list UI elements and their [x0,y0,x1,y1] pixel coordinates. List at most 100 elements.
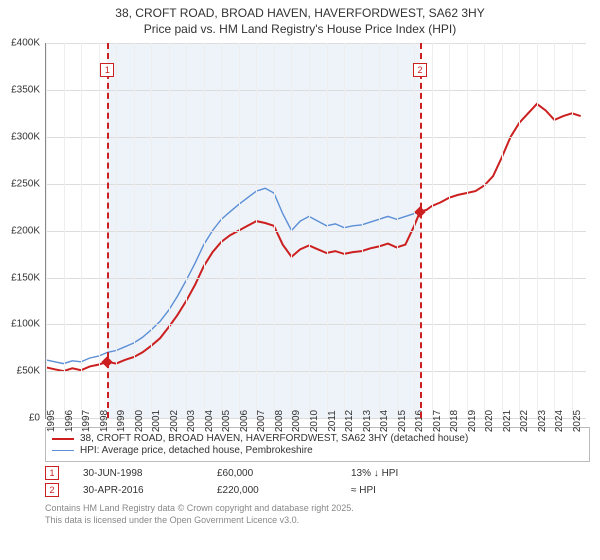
x-gridline [151,43,152,418]
x-gridline [554,43,555,418]
y-gridline [46,184,586,185]
sale-hpi-relation: ≈ HPI [351,485,461,496]
x-tick-label: 2008 [274,410,285,432]
sale-event-line [420,43,422,418]
x-gridline [46,43,47,418]
title-line-1: 38, CROFT ROAD, BROAD HAVEN, HAVERFORDWE… [0,6,600,22]
x-gridline [81,43,82,418]
y-tick-label: £50K [17,366,40,377]
y-gridline [46,324,586,325]
title-line-2: Price paid vs. HM Land Registry's House … [0,22,600,38]
x-tick-label: 2017 [432,410,443,432]
sale-price: £60,000 [217,468,327,479]
x-tick-label: 2018 [449,410,460,432]
x-tick-label: 2010 [309,410,320,432]
y-gridline [46,43,586,44]
x-gridline [414,43,415,418]
x-tick-label: 2009 [291,410,302,432]
y-tick-label: £200K [11,225,40,236]
y-tick-label: £100K [11,319,40,330]
x-gridline [116,43,117,418]
x-tick-label: 1995 [46,410,57,432]
x-gridline [169,43,170,418]
x-gridline [397,43,398,418]
y-tick-label: £0 [29,413,40,424]
sale-row-marker: 1 [45,466,59,480]
x-gridline [537,43,538,418]
x-gridline [134,43,135,418]
y-gridline [46,371,586,372]
y-tick-label: £250K [11,178,40,189]
x-tick-label: 2006 [239,410,250,432]
x-tick-label: 2014 [379,410,390,432]
legend-label: 38, CROFT ROAD, BROAD HAVEN, HAVERFORDWE… [80,433,468,444]
sale-event-marker: 2 [413,63,427,77]
legend-item: HPI: Average price, detached house, Pemb… [52,445,583,456]
sale-row-marker: 2 [45,483,59,497]
series-line [46,188,420,363]
x-tick-label: 2001 [151,410,162,432]
x-gridline [572,43,573,418]
x-gridline [484,43,485,418]
sale-price: £220,000 [217,485,327,496]
x-gridline [379,43,380,418]
sale-hpi-relation: 13% ↓ HPI [351,468,461,479]
x-tick-label: 2023 [537,410,548,432]
x-tick-label: 2015 [397,410,408,432]
legend-swatch [52,438,74,440]
x-gridline [519,43,520,418]
x-tick-label: 2024 [554,410,565,432]
x-tick-label: 2002 [169,410,180,432]
legend-label: HPI: Average price, detached house, Pemb… [80,445,313,456]
x-tick-label: 2021 [502,410,513,432]
x-tick-label: 2005 [221,410,232,432]
sale-event-marker: 1 [100,63,114,77]
x-gridline [221,43,222,418]
x-gridline [256,43,257,418]
footer-attribution: Contains HM Land Registry data © Crown c… [45,503,590,526]
x-gridline [239,43,240,418]
x-gridline [186,43,187,418]
x-gridline [64,43,65,418]
x-gridline [274,43,275,418]
x-tick-label: 2025 [572,410,583,432]
plot-region: £0£50K£100K£150K£200K£250K£300K£350K£400… [45,43,586,419]
x-gridline [362,43,363,418]
sale-date: 30-JUN-1998 [83,468,193,479]
x-tick-label: 2003 [186,410,197,432]
x-gridline [432,43,433,418]
y-tick-label: £150K [11,272,40,283]
y-tick-label: £400K [11,38,40,49]
x-gridline [291,43,292,418]
y-tick-label: £350K [11,85,40,96]
y-gridline [46,137,586,138]
legend-item: 38, CROFT ROAD, BROAD HAVEN, HAVERFORDWE… [52,433,583,444]
sales-table: 1 30-JUN-1998 £60,000 13% ↓ HPI 2 30-APR-2016… [45,466,590,497]
x-tick-label: 2019 [467,410,478,432]
x-gridline [344,43,345,418]
x-tick-label: 1997 [81,410,92,432]
x-tick-label: 1996 [64,410,75,432]
sale-date: 30-APR-2016 [83,485,193,496]
title-block: 38, CROFT ROAD, BROAD HAVEN, HAVERFORDWE… [0,0,600,37]
y-gridline [46,90,586,91]
x-gridline [99,43,100,418]
x-tick-label: 2011 [327,410,338,432]
x-gridline [204,43,205,418]
footer-line-2: This data is licensed under the Open Gov… [45,515,590,527]
x-tick-label: 2020 [484,410,495,432]
series-line [46,104,581,371]
y-gridline [46,231,586,232]
footer-line-1: Contains HM Land Registry data © Crown c… [45,503,590,515]
x-tick-label: 2004 [204,410,215,432]
x-gridline [449,43,450,418]
x-tick-label: 2000 [134,410,145,432]
sale-row: 2 30-APR-2016 £220,000 ≈ HPI [45,483,590,497]
x-gridline [467,43,468,418]
y-gridline [46,278,586,279]
sale-row: 1 30-JUN-1998 £60,000 13% ↓ HPI [45,466,590,480]
legend-box: 38, CROFT ROAD, BROAD HAVEN, HAVERFORDWE… [45,427,590,462]
chart-area: £0£50K£100K£150K£200K£250K£300K£350K£400… [45,43,590,419]
x-tick-label: 1999 [116,410,127,432]
x-tick-label: 2007 [256,410,267,432]
